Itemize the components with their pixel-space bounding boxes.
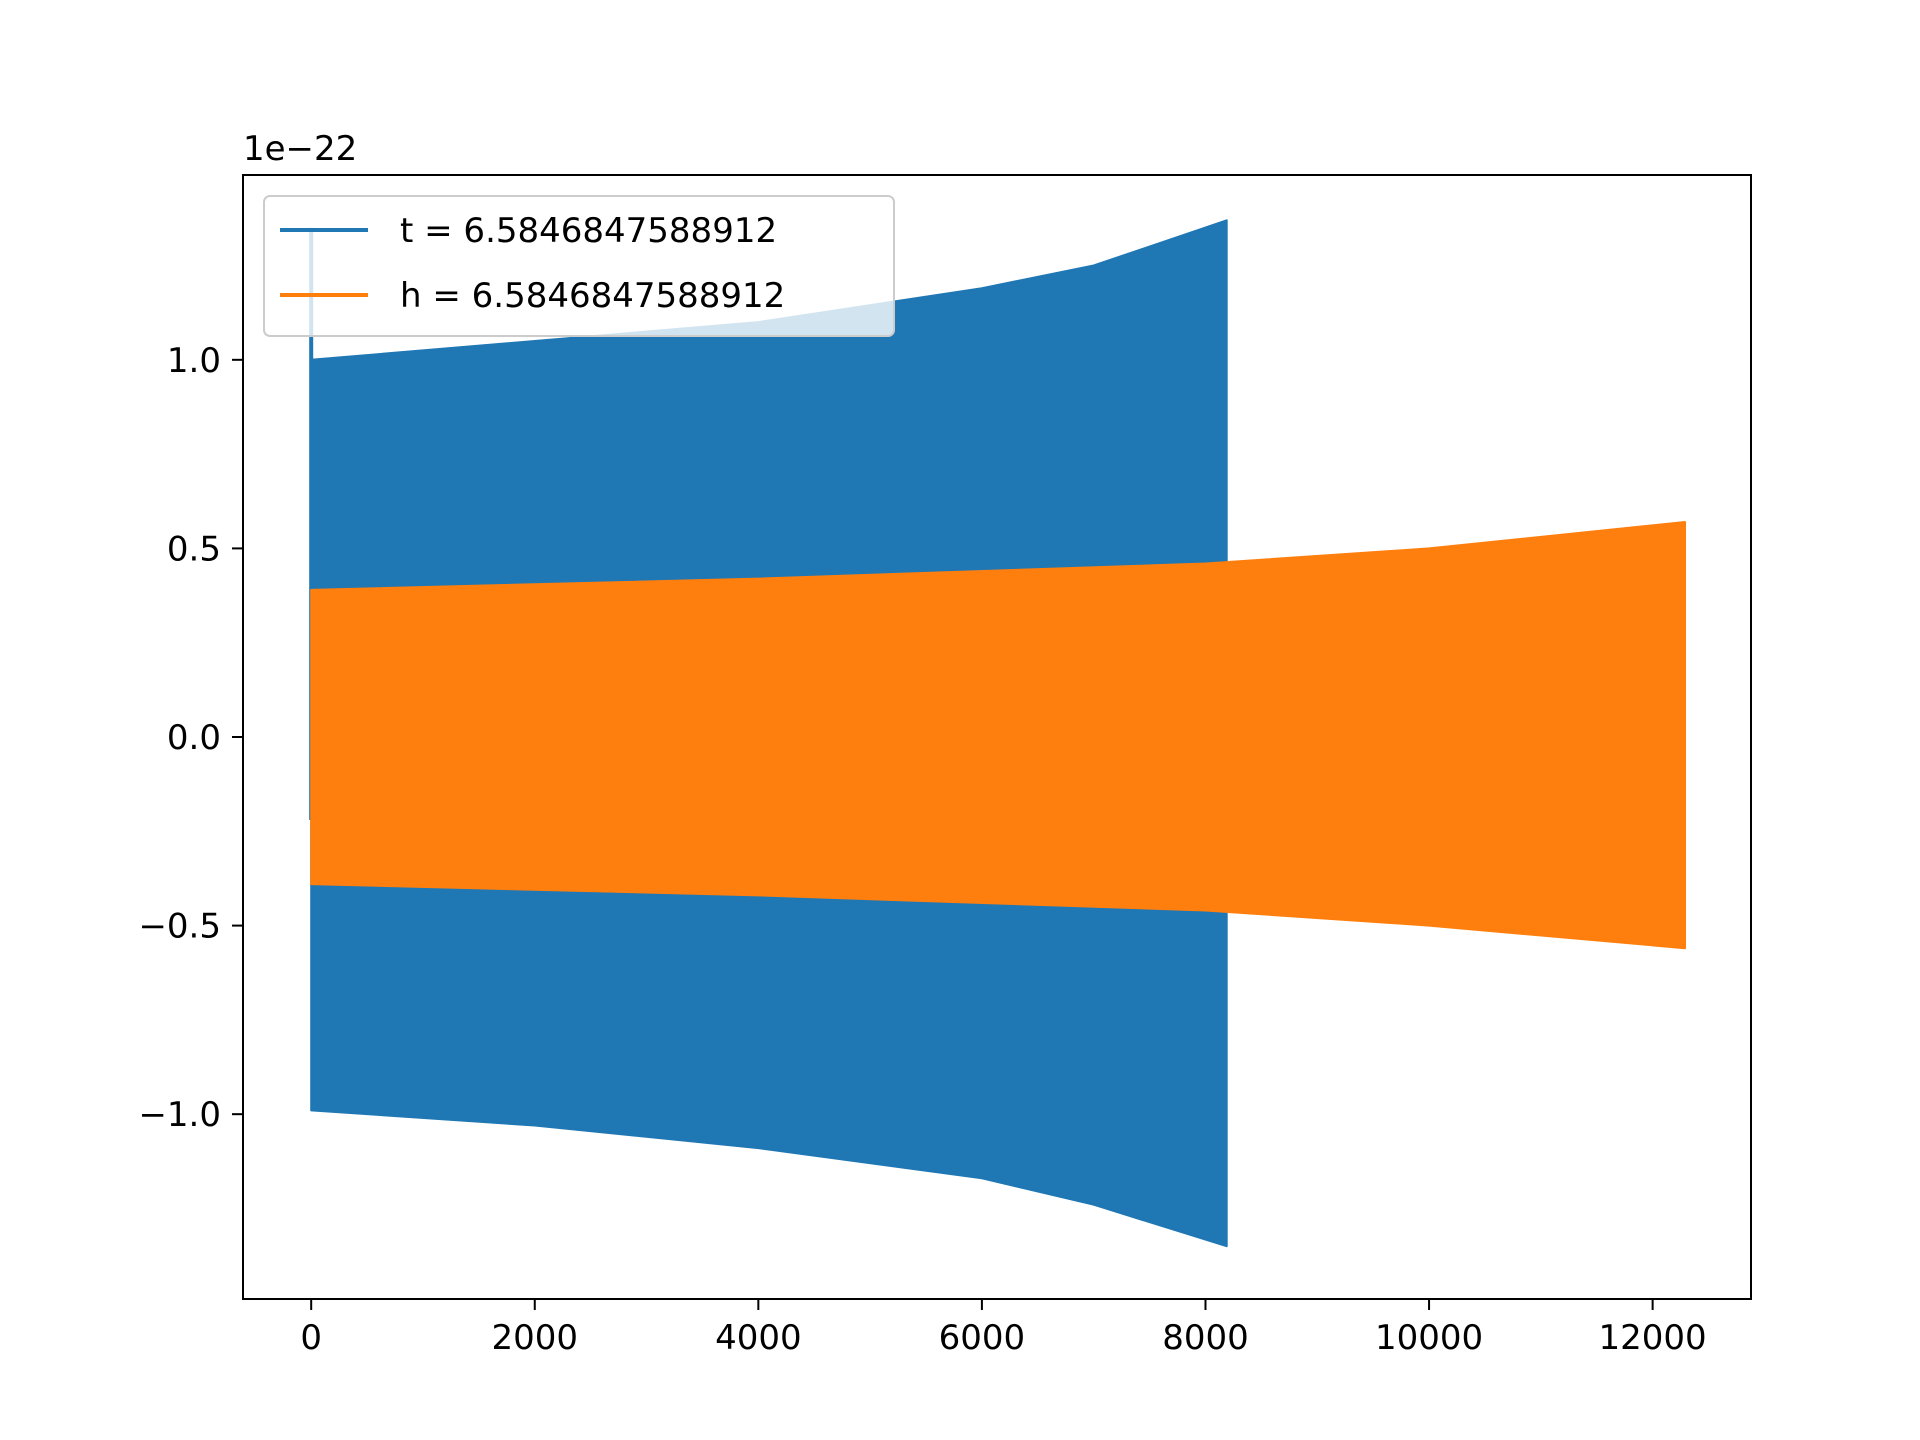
x-axis: 0 2000 4000 6000 8000 10000 12000 xyxy=(300,1299,1707,1358)
y-axis: 1.0 0.5 0.0 −0.5 −1.0 xyxy=(138,341,243,1135)
x-tick-label: 12000 xyxy=(1599,1318,1707,1358)
x-tick-label: 4000 xyxy=(715,1318,802,1358)
x-tick-label: 0 xyxy=(300,1318,322,1358)
legend-frame xyxy=(263,195,895,337)
y-tick-label: 0.0 xyxy=(167,718,221,758)
legend: t = 6.5846847588912 h = 6.5846847588912 xyxy=(263,195,895,337)
y-tick-label: 1.0 xyxy=(167,341,221,381)
y-tick-label: −1.0 xyxy=(138,1095,221,1135)
y-tick-label: −0.5 xyxy=(138,907,221,947)
series-band-h xyxy=(310,521,1686,950)
y-axis-offset-label: 1e−22 xyxy=(243,129,357,169)
x-tick-label: 10000 xyxy=(1375,1318,1483,1358)
legend-label-series-t: t = 6.5846847588912 xyxy=(400,211,777,251)
legend-label-series-h: h = 6.5846847588912 xyxy=(400,276,785,316)
series-layer xyxy=(309,219,1686,1248)
x-tick-label: 6000 xyxy=(939,1318,1026,1358)
y-tick-label: 0.5 xyxy=(167,529,221,569)
x-tick-label: 2000 xyxy=(491,1318,578,1358)
x-tick-label: 8000 xyxy=(1162,1318,1249,1358)
